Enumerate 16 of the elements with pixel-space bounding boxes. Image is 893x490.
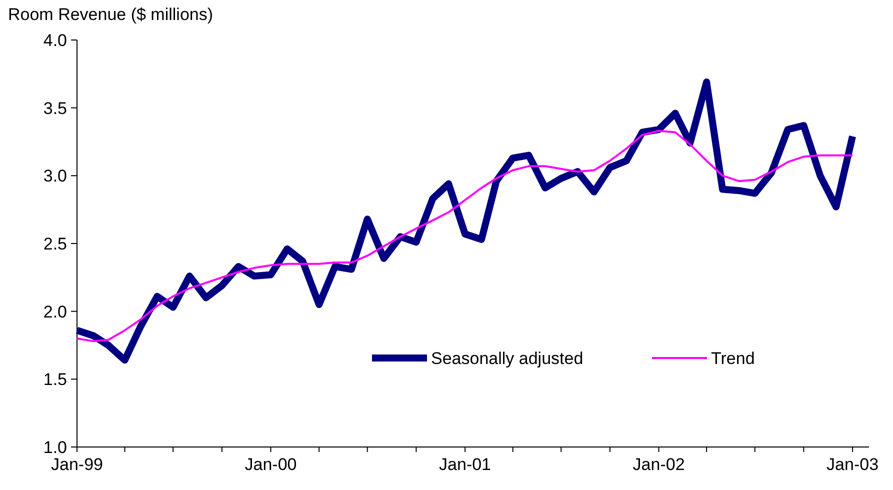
- y-tick-label: 1.5: [43, 370, 67, 390]
- y-tick-label: 1.0: [43, 438, 67, 457]
- x-tick-label: Jan-02: [632, 455, 685, 474]
- line-series: [76, 130, 854, 342]
- x-tick-label: Jan-00: [244, 455, 297, 474]
- y-tick-label: 4.0: [43, 30, 67, 50]
- y-tick-label: 3.0: [43, 166, 67, 186]
- x-tick-label: Jan-01: [439, 455, 492, 474]
- x-tick-label: Jan-99: [51, 455, 103, 474]
- y-tick-label: 2.0: [43, 302, 67, 322]
- y-tick-label: 2.5: [43, 234, 67, 254]
- y-tick-label: 3.5: [43, 98, 67, 118]
- legend-label: Seasonally adjusted: [431, 348, 584, 368]
- legend-label: Trend: [711, 348, 755, 368]
- x-tick-label: Jan-03: [826, 455, 879, 474]
- y-axis-title: Room Revenue ($ millions): [8, 5, 214, 24]
